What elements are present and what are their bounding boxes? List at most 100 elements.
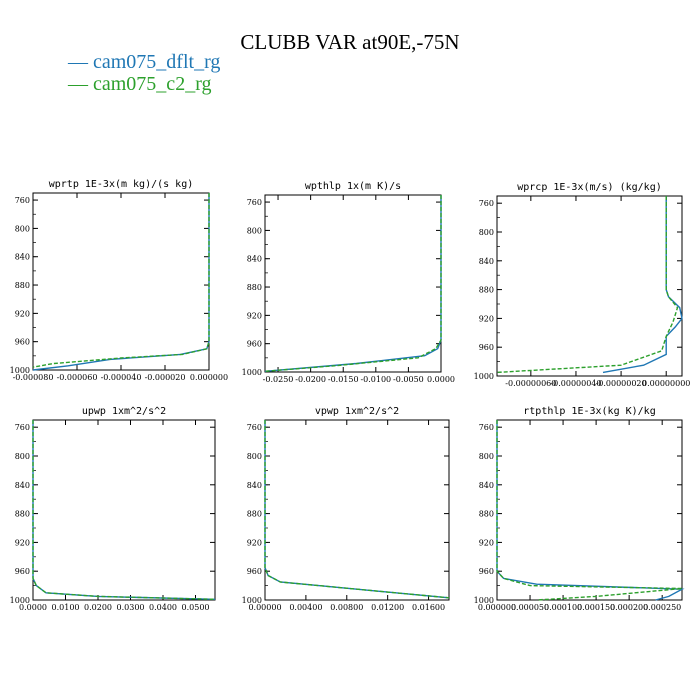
y-tick-label: 920 (479, 314, 494, 323)
panel-title: upwp 1xm^2/s^2 (82, 406, 166, 417)
x-tick-label: 0.000000 (478, 603, 516, 612)
chart-panel-4: vpwp 1xm^2/s^276080084088092096010000.00… (242, 406, 450, 612)
plot-frame (496, 419, 683, 601)
x-tick-label: 0.000100 (544, 603, 582, 612)
y-tick-label: 1000 (474, 596, 494, 605)
plot-frame (32, 192, 210, 371)
y-tick-label: 800 (247, 452, 262, 461)
y-tick-label: 1000 (10, 596, 30, 605)
series-line-0 (32, 193, 210, 371)
y-tick-label: 1000 (242, 596, 262, 605)
x-tick-label: 0.00000000 (642, 379, 690, 388)
y-tick-label: 1000 (242, 368, 262, 377)
y-tick-label: 840 (247, 481, 262, 490)
x-tick-label: 0.0000 (427, 375, 455, 384)
chart-panel-2: wprcp 1E-3x(m/s) (kg/kg) 760 800 840 880 920 9… (474, 182, 691, 388)
y-tick-label: 840 (479, 257, 494, 266)
x-tick-label: 0.01600 (412, 603, 445, 612)
series-line-1 (32, 420, 216, 600)
y-tick-label: 920 (479, 538, 494, 547)
x-tick-label: -0.000080 (13, 373, 54, 382)
y-tick-label: 920 (247, 538, 262, 547)
y-tick-label: 760 (479, 199, 494, 208)
panel-title: rtpthlp 1E-3x(kg K)/kg (523, 406, 655, 417)
chart-panel-5: rtpthlp 1E-3x(kg K)/kg 760 800 840 880 920 960… (474, 406, 685, 612)
y-tick-label: 920 (247, 311, 262, 320)
legend-entry-c2: — cam075_c2_rg (68, 73, 212, 95)
y-tick-label: 760 (15, 423, 30, 432)
x-tick-label: 0.000200 (610, 603, 648, 612)
figure-title: CLUBB VAR at90E,-75N (240, 30, 460, 54)
x-tick-label: -0.00000060 (505, 379, 556, 388)
legend-entry-dflt: — cam075_dflt_rg (68, 51, 221, 73)
y-tick-label: 880 (479, 510, 494, 519)
panel-title: vpwp 1xm^2/s^2 (315, 406, 399, 417)
y-tick-label: 880 (247, 283, 262, 292)
y-tick-label: 800 (479, 452, 494, 461)
x-tick-label: 0.000000 (190, 373, 228, 382)
y-tick-label: 760 (15, 196, 30, 205)
y-tick-label: 800 (247, 226, 262, 235)
y-tick-label: 800 (15, 452, 30, 461)
x-tick-label: -0.0150 (328, 375, 359, 384)
x-tick-label: -0.000020 (145, 373, 186, 382)
y-tick-label: 840 (15, 481, 30, 490)
plot-frame (496, 195, 683, 377)
x-tick-label: -0.00000020 (596, 379, 647, 388)
y-tick-label: 960 (247, 567, 262, 576)
series-line-1 (32, 193, 210, 368)
y-tick-label: 920 (15, 309, 30, 318)
y-tick-label: 960 (15, 567, 30, 576)
x-tick-label: 0.000050 (511, 603, 549, 612)
series-line-0 (264, 195, 442, 372)
x-tick-label: 0.0100 (52, 603, 80, 612)
y-tick-label: 800 (15, 224, 30, 233)
x-tick-label: 0.01200 (371, 603, 404, 612)
panel-title: wprcp 1E-3x(m/s) (kg/kg) (517, 182, 662, 193)
x-tick-label: -0.0200 (295, 375, 326, 384)
series-line-0 (496, 420, 685, 601)
y-tick-label: 960 (247, 340, 262, 349)
x-tick-label: -0.0050 (393, 375, 424, 384)
series-line-1 (264, 195, 442, 372)
y-tick-label: 840 (15, 253, 30, 262)
x-tick-label: 0.0400 (149, 603, 177, 612)
x-tick-label: 0.0300 (117, 603, 145, 612)
x-tick-label: 0.0500 (182, 603, 210, 612)
panel-title: wpthlp 1x(m K)/s (305, 181, 401, 192)
x-tick-label: 0.0200 (84, 603, 112, 612)
series-line-1 (264, 420, 450, 599)
series-line-1 (496, 196, 679, 374)
y-tick-label: 880 (15, 281, 30, 290)
y-tick-label: 760 (247, 423, 262, 432)
chart-panel-0: wprtp 1E-3x(m kg)/(s kg) 760 800 840 880 920 9… (10, 179, 228, 382)
x-tick-label: 0.00400 (289, 603, 322, 612)
series-line-0 (264, 420, 450, 599)
series-line-1 (496, 420, 683, 601)
y-tick-label: 1000 (474, 372, 494, 381)
y-tick-label: 880 (479, 286, 494, 295)
y-tick-label: 760 (247, 198, 262, 207)
x-tick-label: -0.0100 (360, 375, 391, 384)
x-tick-label: -0.000060 (57, 373, 98, 382)
x-tick-label: 0.0000 (19, 603, 47, 612)
y-tick-label: 880 (15, 510, 30, 519)
x-tick-label: -0.00000040 (550, 379, 601, 388)
y-tick-label: 760 (479, 423, 494, 432)
y-tick-label: 920 (15, 538, 30, 547)
plot-frame (32, 419, 216, 601)
x-tick-label: 0.00000 (248, 603, 281, 612)
plot-frame (264, 419, 450, 601)
series-line-0 (32, 420, 216, 600)
y-tick-label: 840 (479, 481, 494, 490)
series-line-0 (602, 196, 683, 374)
chart-panel-1: wpthlp 1x(m K)/s7608008408809209601000-0… (242, 181, 455, 384)
x-tick-label: 0.000150 (577, 603, 615, 612)
y-tick-label: 840 (247, 255, 262, 264)
y-tick-label: 880 (247, 510, 262, 519)
plot-frame (264, 194, 442, 373)
x-tick-label: -0.0250 (263, 375, 294, 384)
y-tick-label: 800 (479, 228, 494, 237)
x-tick-label: -0.000040 (101, 373, 142, 382)
